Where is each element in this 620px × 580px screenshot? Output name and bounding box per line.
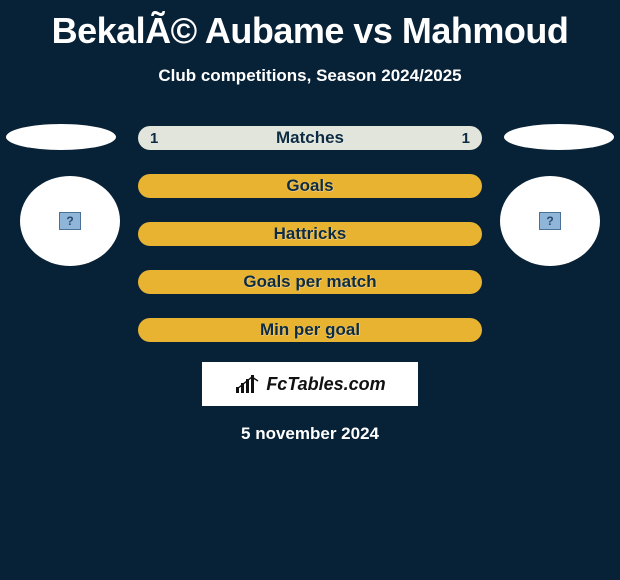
attribution-text: FcTables.com bbox=[266, 374, 385, 395]
player-left-avatar bbox=[20, 176, 120, 266]
unknown-player-icon bbox=[59, 212, 81, 230]
unknown-player-icon bbox=[539, 212, 561, 230]
subtitle: Club competitions, Season 2024/2025 bbox=[0, 66, 620, 86]
stat-row-goals-per-match: Goals per match bbox=[138, 270, 482, 294]
stat-row-min-per-goal: Min per goal bbox=[138, 318, 482, 342]
stat-label: Hattricks bbox=[274, 224, 347, 244]
stat-label: Goals per match bbox=[243, 272, 376, 292]
date-text: 5 november 2024 bbox=[0, 424, 620, 444]
page-title: BekalÃ© Aubame vs Mahmoud bbox=[0, 0, 620, 52]
stat-label: Goals bbox=[286, 176, 333, 196]
player-right-ellipse bbox=[504, 124, 614, 150]
bar-chart-icon bbox=[234, 375, 262, 393]
stat-row-matches: 1 Matches 1 bbox=[138, 126, 482, 150]
stat-label: Min per goal bbox=[260, 320, 360, 340]
player-left-ellipse bbox=[6, 124, 116, 150]
stat-row-goals: Goals bbox=[138, 174, 482, 198]
stat-right-value: 1 bbox=[462, 130, 470, 147]
player-right-avatar bbox=[500, 176, 600, 266]
stat-label: Matches bbox=[276, 128, 344, 148]
stat-left-value: 1 bbox=[150, 130, 158, 147]
attribution-badge: FcTables.com bbox=[202, 362, 418, 406]
stat-row-hattricks: Hattricks bbox=[138, 222, 482, 246]
